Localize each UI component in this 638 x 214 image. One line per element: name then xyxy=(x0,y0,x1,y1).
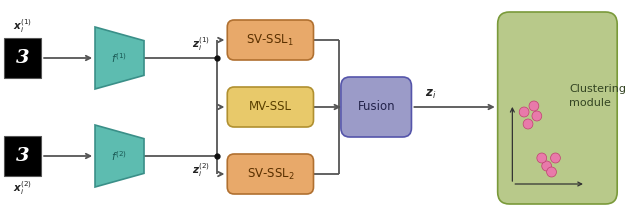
FancyBboxPatch shape xyxy=(4,136,41,176)
Text: $\boldsymbol{x}_i^{(1)}$: $\boldsymbol{x}_i^{(1)}$ xyxy=(13,17,32,35)
FancyBboxPatch shape xyxy=(498,12,617,204)
Circle shape xyxy=(547,167,556,177)
FancyBboxPatch shape xyxy=(227,154,313,194)
Text: $f^{(1)}$: $f^{(1)}$ xyxy=(110,51,126,65)
Circle shape xyxy=(529,101,539,111)
Circle shape xyxy=(551,153,560,163)
Circle shape xyxy=(537,153,547,163)
Circle shape xyxy=(532,111,542,121)
Text: MV-SSL: MV-SSL xyxy=(249,101,292,113)
Text: Clustering
module: Clustering module xyxy=(569,85,627,108)
Circle shape xyxy=(523,119,533,129)
Polygon shape xyxy=(95,125,144,187)
Text: 3: 3 xyxy=(16,147,29,165)
Text: $\boldsymbol{z}_i^{(1)}$: $\boldsymbol{z}_i^{(1)}$ xyxy=(192,35,210,53)
Polygon shape xyxy=(95,27,144,89)
Circle shape xyxy=(542,161,551,171)
FancyBboxPatch shape xyxy=(4,38,41,78)
Text: $f^{(2)}$: $f^{(2)}$ xyxy=(110,149,126,163)
Text: 3: 3 xyxy=(16,49,29,67)
Circle shape xyxy=(519,107,529,117)
FancyBboxPatch shape xyxy=(227,20,313,60)
Text: Fusion: Fusion xyxy=(357,101,395,113)
FancyBboxPatch shape xyxy=(227,87,313,127)
Text: $\boldsymbol{x}_i^{(2)}$: $\boldsymbol{x}_i^{(2)}$ xyxy=(13,179,32,197)
Text: $\boldsymbol{z}_i$: $\boldsymbol{z}_i$ xyxy=(426,88,436,101)
FancyBboxPatch shape xyxy=(341,77,412,137)
Text: SV-SSL$_1$: SV-SSL$_1$ xyxy=(246,33,294,48)
Text: $\boldsymbol{z}_i^{(2)}$: $\boldsymbol{z}_i^{(2)}$ xyxy=(192,161,210,179)
Text: SV-SSL$_2$: SV-SSL$_2$ xyxy=(246,166,294,181)
